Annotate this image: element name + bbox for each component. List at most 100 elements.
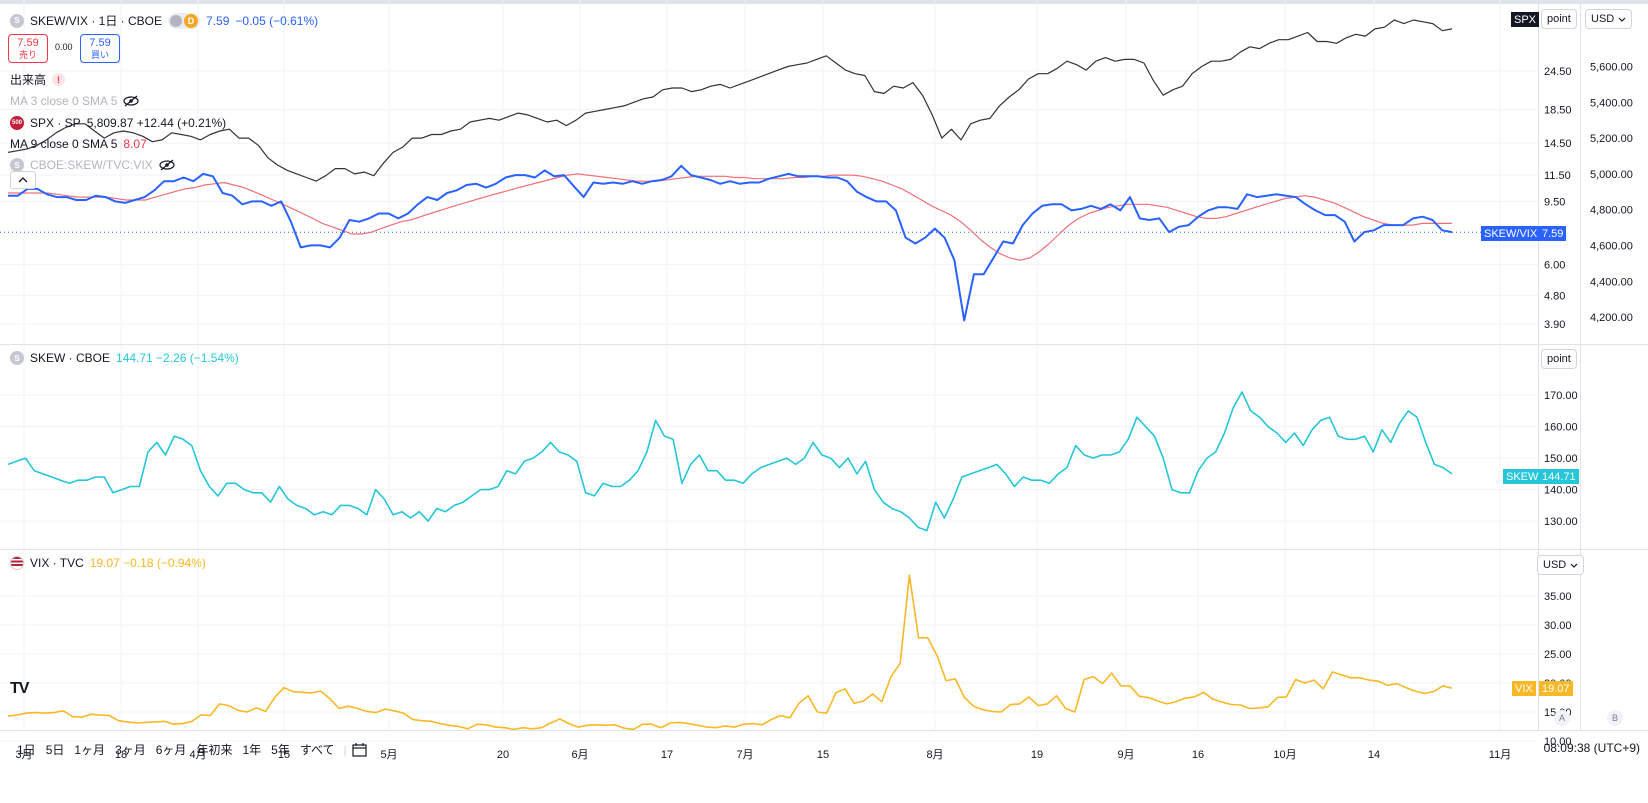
symbol-title[interactable]: SKEW/VIX · 1日 · CBOE bbox=[30, 14, 163, 28]
range-5y[interactable]: 5年 bbox=[271, 743, 290, 757]
vix-legend[interactable]: VIX · TVC 19.07 −0.18 (−0.94%) bbox=[10, 556, 206, 570]
range-1d[interactable]: 1日 bbox=[17, 743, 36, 757]
spx-legend[interactable]: 500 SPX · SP 5,809.87 +12.44 (+0.21%) bbox=[10, 116, 226, 130]
buy-label: 買い bbox=[90, 49, 109, 60]
ma9-label: MA 9 close 0 SMA 5 bbox=[10, 137, 118, 151]
hidden-eye-icon[interactable] bbox=[159, 159, 175, 171]
vix-currency-select[interactable]: USD bbox=[1537, 555, 1585, 575]
range-1m[interactable]: 1ヶ月 bbox=[74, 743, 106, 757]
vix-title: VIX · TVC bbox=[30, 556, 84, 570]
spx-label: SPX · SP bbox=[30, 116, 81, 130]
skew-values: 144.71 −2.26 (−1.54%) bbox=[116, 351, 239, 365]
y-tick-label-right: 4,600.00 bbox=[1590, 241, 1633, 253]
x-tick-label: 19 bbox=[1031, 749, 1043, 761]
skew-scale-unit-button[interactable]: point bbox=[1541, 349, 1577, 369]
skew-legend[interactable]: S SKEW · CBOE 144.71 −2.26 (−1.54%) bbox=[10, 351, 239, 365]
sell-button[interactable]: 7.59 売り bbox=[8, 34, 48, 63]
last-price: 7.59 bbox=[206, 13, 230, 28]
skew-vix-line bbox=[8, 164, 1453, 322]
spx-values: 5,809.87 +12.44 (+0.21%) bbox=[86, 116, 227, 130]
ratio-price-tag: 7.59 bbox=[1539, 226, 1567, 241]
range-6m[interactable]: 6ヶ月 bbox=[155, 743, 187, 757]
y-tick-label: 140.00 bbox=[1544, 485, 1578, 497]
tradingview-logo[interactable]: TV bbox=[10, 680, 29, 697]
y-tick-label: 130.00 bbox=[1544, 516, 1578, 528]
y-tick-label-right: 4,400.00 bbox=[1590, 276, 1633, 288]
chevron-up-icon bbox=[18, 177, 28, 183]
spread-value: 0.00 bbox=[55, 42, 73, 52]
x-tick-label: 20 bbox=[497, 749, 509, 761]
y-tick-label-right: 4,800.00 bbox=[1590, 205, 1633, 217]
price-axis-right-edge bbox=[1580, 0, 1581, 730]
vix-price-tag: 19.07 bbox=[1539, 681, 1573, 696]
overlay-legend[interactable]: S CBOE:SKEW/TVC:VIX bbox=[10, 158, 175, 172]
skew-title: SKEW · CBOE bbox=[30, 351, 111, 365]
x-tick-label: 10月 bbox=[1273, 749, 1296, 761]
y-tick-label-left: 24.50 bbox=[1544, 66, 1572, 78]
y-tick-label-left: 3.90 bbox=[1544, 319, 1565, 331]
spx-logo-icon: 500 bbox=[10, 116, 24, 130]
usd-label: USD bbox=[1591, 13, 1615, 25]
y-tick-label-left: 4.80 bbox=[1544, 290, 1565, 302]
log-scale-button[interactable]: B bbox=[1607, 710, 1623, 726]
spx-line bbox=[7, 19, 1453, 182]
y-tick-label-right: 4,200.00 bbox=[1590, 312, 1633, 324]
vix-line bbox=[7, 574, 1453, 731]
us-flag-icon bbox=[10, 556, 24, 570]
bottom-toolbar: 1日 5日 1ヶ月 3ヶ月 6ヶ月 年初来 1年 5年 すべて | 08:09:… bbox=[0, 730, 1648, 803]
x-tick-label: 11月 bbox=[1489, 749, 1511, 761]
y-tick-label-right: 5,000.00 bbox=[1590, 169, 1633, 181]
ma3-legend[interactable]: MA 3 close 0 SMA 5 bbox=[10, 94, 139, 108]
chevron-down-icon bbox=[1618, 17, 1626, 22]
skew-name-tag: SKEW bbox=[1503, 469, 1542, 484]
chevron-down-icon bbox=[1570, 563, 1578, 568]
volume-label: 出来高 bbox=[10, 73, 47, 87]
y-tick-label-right: 5,400.00 bbox=[1590, 97, 1633, 109]
range-all[interactable]: すべて bbox=[299, 743, 335, 757]
x-tick-label: 17 bbox=[661, 749, 673, 761]
x-tick-label: 9月 bbox=[1117, 749, 1134, 761]
range-1y[interactable]: 1年 bbox=[242, 743, 262, 757]
y-tick-label: 30.00 bbox=[1544, 620, 1572, 632]
y-tick-label: 150.00 bbox=[1544, 453, 1578, 465]
pane-separator-2[interactable] bbox=[0, 549, 1648, 550]
ma3-label: MA 3 close 0 SMA 5 bbox=[10, 94, 118, 108]
y-tick-label-left: 14.50 bbox=[1544, 138, 1572, 150]
x-tick-label: 5月 bbox=[380, 749, 397, 761]
ma9-line bbox=[8, 173, 1452, 261]
auto-scale-button[interactable]: A bbox=[1554, 710, 1570, 726]
overlay-label: CBOE:SKEW/TVC:VIX bbox=[30, 158, 153, 172]
delayed-badge: D bbox=[184, 13, 199, 28]
clock-timezone[interactable]: 08:09:38 (UTC+9) bbox=[1543, 741, 1640, 755]
x-tick-label: 4月 bbox=[189, 749, 206, 761]
y-tick-label-left: 6.00 bbox=[1544, 260, 1565, 272]
volume-legend[interactable]: 出来高 ! bbox=[10, 71, 66, 88]
collapse-legend-button[interactable] bbox=[10, 171, 36, 189]
spx-axis-tag: SPX bbox=[1511, 12, 1540, 27]
price-axis-left-edge bbox=[1538, 0, 1539, 730]
range-3m[interactable]: 3ヶ月 bbox=[115, 743, 146, 757]
y-tick-label-right: 5,600.00 bbox=[1590, 62, 1633, 74]
range-ytd[interactable]: 年初来 bbox=[196, 743, 233, 757]
range-5d[interactable]: 5日 bbox=[45, 743, 65, 757]
hidden-eye-icon[interactable] bbox=[123, 95, 139, 107]
interval-pill[interactable]: D bbox=[168, 12, 201, 29]
pane-separator-1[interactable] bbox=[0, 344, 1648, 345]
usd-label: USD bbox=[1543, 559, 1567, 571]
main-scale-unit-button[interactable]: point bbox=[1541, 9, 1577, 29]
calendar-goto-icon[interactable] bbox=[351, 742, 369, 758]
date-range-buttons: 1日 5日 1ヶ月 3ヶ月 6ヶ月 年初来 1年 5年 すべて | bbox=[12, 741, 369, 758]
y-tick-label-left: 9.50 bbox=[1544, 196, 1565, 208]
main-currency-select[interactable]: USD bbox=[1585, 9, 1633, 29]
y-tick-label-left: 18.50 bbox=[1544, 105, 1572, 117]
ma9-legend[interactable]: MA 9 close 0 SMA 5 8.07 bbox=[10, 137, 147, 151]
y-tick-label: 10.00 bbox=[1544, 736, 1572, 748]
ma9-value: 8.07 bbox=[123, 137, 147, 151]
y-tick-label: 170.00 bbox=[1544, 390, 1578, 402]
x-tick-label: 14 bbox=[1368, 749, 1380, 761]
x-tick-label: 6月 bbox=[571, 749, 588, 761]
x-tick-label: 16 bbox=[1192, 749, 1204, 761]
buy-button[interactable]: 7.59 買い bbox=[80, 34, 120, 63]
warning-icon[interactable]: ! bbox=[52, 73, 66, 86]
